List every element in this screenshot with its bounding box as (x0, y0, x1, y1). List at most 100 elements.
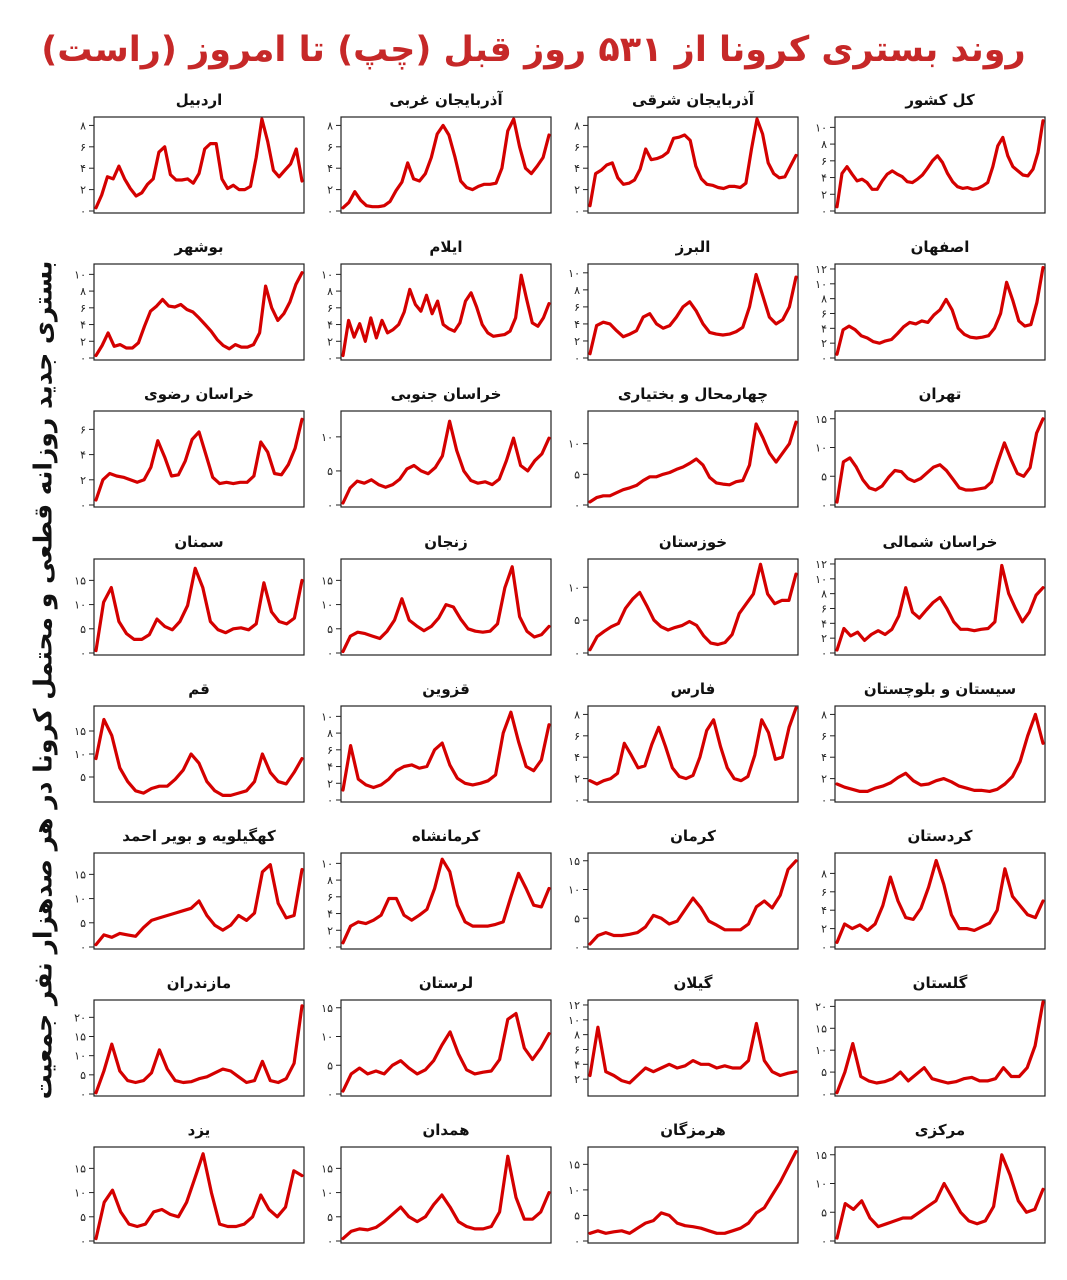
plot-frame (340, 1146, 552, 1244)
y-tick-label: ۰ (327, 1235, 333, 1248)
y-tick-label: ۲۰ (815, 1001, 827, 1014)
y-tick-label: ۱۵ (568, 855, 580, 868)
y-tick-label: ۶ (821, 602, 827, 615)
panel-title: خوزستان (658, 532, 728, 551)
panel-chart: ۰ ۲ ۴ ۶ ۸ (574, 116, 799, 218)
panel-title: مازندران (166, 974, 232, 993)
y-tick-label: ۵ (574, 614, 580, 627)
y-tick-label: ۱۵ (74, 1031, 86, 1044)
y-tick-label: ۱۵ (74, 868, 86, 881)
series-line (588, 859, 798, 946)
y-tick-label: ۸ (327, 874, 333, 887)
panel-chart: ۰ ۵ ۱۰ ۱۵ (568, 1146, 799, 1248)
panel-chart: ۵ ۱۰ ۱۵ (74, 705, 305, 803)
y-tick-label: ۲ (821, 923, 827, 936)
y-tick-label: ۴ (821, 172, 827, 185)
y-tick-label: ۰ (821, 205, 827, 218)
y-tick-label: ۱۰ (321, 269, 333, 282)
plot-frame (93, 557, 305, 656)
y-tick-label: ۶ (821, 308, 827, 321)
y-tick-label: ۰ (80, 647, 86, 660)
y-tick-label: ۶ (574, 141, 580, 154)
panel-title: مرکزی (914, 1121, 966, 1140)
panel-chart: ۰ ۵ ۱۰ ۱۵ (815, 410, 1046, 512)
y-tick-label: ۶ (574, 301, 580, 314)
plot-frame (834, 705, 1046, 803)
y-tick-label: ۰ (327, 205, 333, 218)
panel-title: اردبیل (175, 91, 223, 109)
y-tick-label: ۱۵ (321, 574, 333, 587)
y-tick-label: ۴ (80, 449, 86, 462)
series-line (588, 117, 798, 208)
y-tick-label: ۶ (80, 302, 86, 315)
y-tick-label: ۰ (327, 941, 333, 954)
panel-chart: ۰ ۵ ۱۰ ۱۵ (321, 1146, 552, 1248)
y-tick-label: ۰ (327, 499, 333, 512)
y-tick-label: ۱۰ (74, 1187, 86, 1200)
series-line (588, 562, 798, 651)
y-tick-label: ۵ (821, 1207, 827, 1220)
y-tick-label: ۲ (821, 772, 827, 785)
series-line (94, 566, 304, 652)
y-tick-label: ۸ (80, 285, 86, 298)
y-tick-label: ۴ (574, 318, 580, 331)
plot-frame (340, 705, 552, 803)
y-tick-label: ۰ (821, 499, 827, 512)
y-tick-label: ۲ (574, 1073, 580, 1086)
plot-frame (834, 410, 1046, 508)
y-tick-label: ۱۵ (74, 574, 86, 587)
y-tick-label: ۰ (821, 794, 827, 807)
y-tick-label: ۱۵ (815, 1022, 827, 1035)
plot-frame (93, 1146, 305, 1244)
y-tick-label: ۴ (821, 904, 827, 917)
y-tick-label: ۵ (327, 465, 333, 478)
y-tick-label: ۲ (574, 772, 580, 785)
series-line (835, 119, 1045, 209)
y-tick-label: ۴ (821, 323, 827, 336)
y-tick-label: ۸ (821, 587, 827, 600)
panel-title: البرز (675, 238, 711, 257)
panel-chart: ۰ ۵ ۱۰ ۱۵ (74, 852, 305, 954)
y-tick-label: ۶ (821, 730, 827, 743)
series-line (588, 1022, 798, 1085)
y-tick-label: ۵ (327, 622, 333, 635)
panel-chart: ۰ ۲ ۴ ۶ ۸ (574, 705, 799, 807)
series-line (341, 857, 551, 945)
y-tick-label: ۱۰ (815, 572, 827, 585)
y-tick-label: ۴ (327, 908, 333, 921)
y-tick-label: ۴ (327, 760, 333, 773)
chart-main-title: روند بستری کرونا از ۵۳۱ روز قبل (چپ) تا … (41, 30, 1026, 70)
panel-chart: ۰ ۲ ۴ ۶ ۸ ۱۰ (74, 263, 305, 365)
y-tick-label: ۸ (80, 119, 86, 132)
panel-title: تهران (918, 385, 962, 404)
y-tick-label: ۴ (80, 319, 86, 332)
y-tick-label: ۵ (80, 622, 86, 635)
panel-title: کرمان (670, 827, 716, 845)
plot-frame (93, 410, 305, 508)
panel-title: اصفهان (910, 238, 970, 257)
series-line (588, 420, 798, 504)
series-line (94, 271, 304, 358)
y-tick-label: ۱۰ (568, 884, 580, 897)
y-tick-label: ۶ (327, 744, 333, 757)
y-tick-label: ۰ (327, 647, 333, 660)
panel-chart: ۰ ۵ ۱۰ ۱۵ (74, 1146, 305, 1248)
plot-frame (834, 263, 1046, 361)
y-tick-label: ۸ (574, 284, 580, 297)
y-tick-label: ۴ (80, 162, 86, 175)
y-tick-label: ۰ (80, 499, 86, 512)
plot-frame (93, 705, 305, 803)
series-line (94, 418, 304, 502)
panel-title: چهارمحال و بختیاری (617, 385, 769, 404)
panel-title: خراسان رضوی (144, 385, 254, 404)
y-tick-label: ۲ (821, 632, 827, 645)
plot-frame (587, 410, 799, 508)
plot-frame (834, 999, 1046, 1097)
plot-frame (340, 999, 552, 1097)
plot-frame (340, 116, 552, 214)
panel-chart: ۰ ۵ ۱۰ ۱۵ (568, 852, 799, 954)
y-tick-label: ۰ (80, 1235, 86, 1248)
